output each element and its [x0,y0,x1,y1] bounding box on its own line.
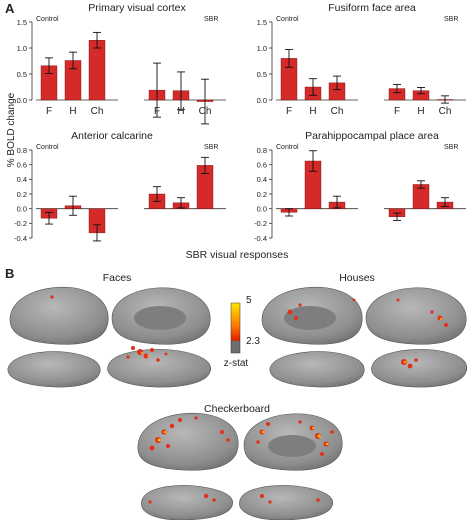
panel-b-label: B [5,266,14,281]
y-tick-label: 0.0 [17,204,27,213]
checkerboard-medial-wall [268,435,316,457]
houses-ventral-left-brain [269,351,365,388]
faces-ventral-right-brain [107,349,211,388]
y-tick-label: 1.5 [257,18,267,27]
houses-lateral-right-brain [365,287,467,345]
group-label: SBR [444,16,458,23]
checkerboard-brain-maps [137,412,343,520]
y-axis-label: % BOLD change [6,92,17,167]
category-label: F [394,106,400,117]
group-label: Control [276,16,299,23]
houses-title: Houses [339,272,375,284]
bar [88,40,106,101]
category-label: H [69,106,76,117]
chart-parahippocampal-place-area: Parahippocampal place area -0.4 -0.2 0.0 0.2… [254,130,466,243]
houses-activation-blobs [287,298,448,369]
chart-anterior-calcarine: Anterior calcarine -0.4 -0.2 0.0 0.2 0.4 0.6 0.… [14,130,226,243]
group-label: SBR [204,16,218,23]
colorbar-max-label: 5 [246,295,252,306]
group-label: SBR [204,144,218,151]
y-tick-label: 0.4 [257,175,267,184]
colorbar-gradient [230,302,241,354]
y-tick-label: 0.6 [17,160,27,169]
category-label: H [417,106,424,117]
chart-title: Anterior calcarine [71,130,153,142]
checkerboard-ventral-left-brain [141,485,233,520]
faces-ventral-left-brain [7,351,101,388]
y-tick-label: 0.0 [17,96,27,105]
faces-medial-wall [134,306,186,330]
faces-title: Faces [103,272,132,284]
y-tick-label: 0.2 [257,190,267,199]
category-label: H [309,106,316,117]
y-tick-label: -0.2 [14,219,27,228]
chart-title: Fusiform face area [328,2,416,14]
faces-brain-maps [7,286,211,388]
chart-fusiform-face-area: Fusiform face area 0.0 0.5 1.0 1.5 Control F H C… [257,2,466,117]
y-tick-label: 0.2 [17,190,27,199]
category-label: F [46,106,52,117]
y-tick-label: 0.0 [257,204,267,213]
y-tick-label: 0.5 [17,70,27,79]
checkerboard-lateral-left-brain [137,412,239,471]
y-tick-label: 0.6 [257,160,267,169]
colorbar-min-label: 2.3 [246,336,260,347]
colorbar-title: z-stat [224,358,249,369]
faces-activation-blobs [50,295,168,362]
panel-a-label: A [5,1,15,16]
chart-title: Primary visual cortex [88,2,186,14]
y-tick-label: 1.0 [17,44,27,53]
group-label: Control [36,16,59,23]
chart-primary-visual-cortex: Primary visual cortex 0.0 0.5 1.0 1.5 Control… [17,2,226,125]
y-tick-label: 1.0 [257,44,267,53]
category-label: Ch [199,106,212,117]
faces-lateral-left-brain [9,286,109,345]
category-label: H [177,106,184,117]
y-tick-label: 0.5 [257,70,267,79]
y-tick-label: -0.2 [254,219,267,228]
y-tick-label: -0.4 [254,234,267,243]
houses-brain-maps [261,286,468,388]
y-tick-label: -0.4 [14,234,27,243]
y-tick-label: 1.5 [17,18,27,27]
y-tick-label: 0.4 [17,175,27,184]
group-label: SBR [444,144,458,151]
category-label: F [286,106,292,117]
category-label: Ch [91,106,104,117]
houses-medial-wall [284,306,336,330]
bottom-axis-label: SBR visual responses [186,249,289,261]
checkerboard-ventral-right-brain [239,485,333,520]
y-tick-label: 0.0 [257,96,267,105]
houses-ventral-right-brain [371,349,468,388]
y-tick-label: 0.8 [17,146,27,155]
category-label: F [154,106,160,117]
category-label: Ch [331,106,344,117]
group-label: Control [276,144,299,151]
chart-title: Parahippocampal place area [305,130,439,142]
group-label: Control [36,144,59,151]
category-label: Ch [439,106,452,117]
y-tick-label: 0.8 [257,146,267,155]
checkerboard-title: Checkerboard [204,403,270,415]
colorbar: 5 2.3 z-stat [224,295,261,369]
